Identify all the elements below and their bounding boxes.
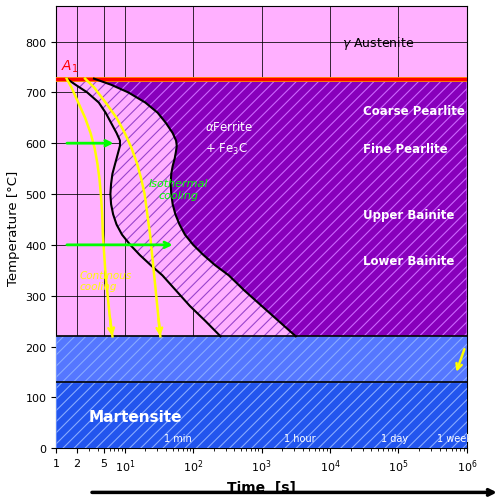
Text: Lower Bainite: Lower Bainite bbox=[362, 254, 454, 267]
Text: Coarse Pearlite: Coarse Pearlite bbox=[362, 104, 464, 117]
Text: Isothermal
cooling: Isothermal cooling bbox=[148, 179, 208, 200]
Polygon shape bbox=[66, 80, 296, 337]
Text: $\alpha$Ferrite: $\alpha$Ferrite bbox=[205, 120, 253, 134]
Text: Martensite: Martensite bbox=[89, 409, 182, 424]
Y-axis label: Temperature [°C]: Temperature [°C] bbox=[7, 170, 20, 285]
Text: 1 week: 1 week bbox=[436, 433, 472, 443]
X-axis label: Time  [s]: Time [s] bbox=[227, 480, 296, 494]
Text: Upper Bainite: Upper Bainite bbox=[362, 208, 454, 221]
Text: Continous
cooling: Continous cooling bbox=[80, 270, 132, 292]
Text: $A_1$: $A_1$ bbox=[60, 59, 78, 75]
Text: $\gamma$ Austenite: $\gamma$ Austenite bbox=[342, 35, 414, 52]
Text: 1 min: 1 min bbox=[164, 433, 192, 443]
Bar bbox=[56, 337, 467, 448]
Text: 1 hour: 1 hour bbox=[284, 433, 316, 443]
Text: 1 day: 1 day bbox=[380, 433, 407, 443]
Text: + Fe$_3$C: + Fe$_3$C bbox=[205, 141, 248, 156]
Bar bbox=[56, 337, 467, 382]
Bar bbox=[56, 382, 467, 448]
Polygon shape bbox=[66, 80, 467, 337]
Text: Fine Pearlite: Fine Pearlite bbox=[362, 142, 448, 155]
